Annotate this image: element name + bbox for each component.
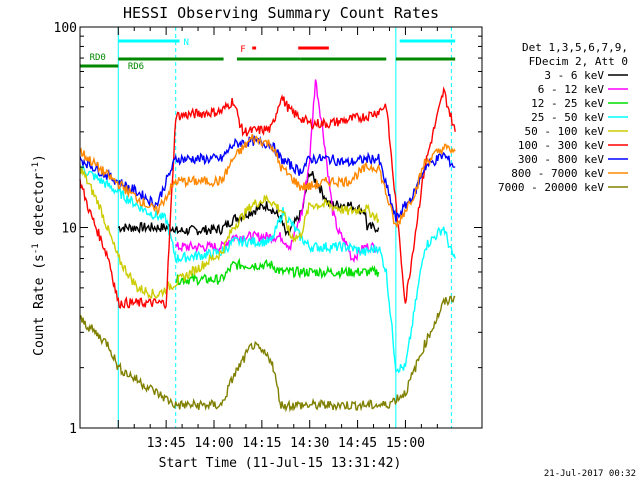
legend-label: 300 - 800 keV <box>518 153 604 166</box>
flag-label: F <box>240 45 245 55</box>
legend-label: 50 - 100 keV <box>525 125 605 138</box>
y-tick-label: 1 <box>69 422 77 437</box>
flag-label: RD6 <box>128 62 144 72</box>
x-tick-label: 15:00 <box>386 436 425 451</box>
x-tick-label: 13:45 <box>147 436 186 451</box>
legend-label: 800 - 7000 keV <box>511 167 604 180</box>
legend-label: 12 - 25 keV <box>531 97 604 110</box>
legend-label: 25 - 50 keV <box>531 111 604 124</box>
legend-label: 100 - 300 keV <box>518 139 604 152</box>
series-line <box>79 165 456 374</box>
x-tick-label: 14:15 <box>242 436 281 451</box>
x-tick-label: 14:00 <box>194 436 233 451</box>
legend-label: 3 - 6 keV <box>544 69 604 82</box>
series-line <box>79 164 380 299</box>
series-line <box>175 257 380 286</box>
legend-header: FDecim 2, Att 0 <box>529 55 628 68</box>
legend-label: 6 - 12 keV <box>538 83 605 96</box>
series-line <box>175 79 378 264</box>
legend-header: Det 1,3,5,6,7,9, <box>522 41 628 54</box>
series-line <box>79 295 456 413</box>
flag-label: RD0 <box>90 53 106 63</box>
y-axis-label: Count Rate (s-1 detector-1) <box>31 154 47 356</box>
y-tick-label: 10 <box>61 222 77 237</box>
x-tick-label: 14:30 <box>290 436 329 451</box>
x-tick-label: 14:45 <box>338 436 377 451</box>
x-axis-label: Start Time (11-Jul-15 13:31:42) <box>159 456 402 471</box>
plot-area: N F RD0 RD6 <box>79 27 456 428</box>
legend: Det 1,3,5,6,7,9,FDecim 2, Att 03 - 6 keV… <box>498 41 628 194</box>
footer-date: 21-Jul-2017 00:32 <box>544 469 636 479</box>
axes: 1 10 100 13:45 14:00 14:15 14:30 14:45 15:00 <box>54 21 482 451</box>
legend-label: 7000 - 20000 keV <box>498 181 604 194</box>
series-line <box>79 86 456 310</box>
series-line <box>79 134 456 229</box>
chart-title: HESSI Observing Summary Count Rates <box>123 4 439 22</box>
flag-label: N <box>184 38 189 48</box>
y-tick-label: 100 <box>54 21 77 36</box>
